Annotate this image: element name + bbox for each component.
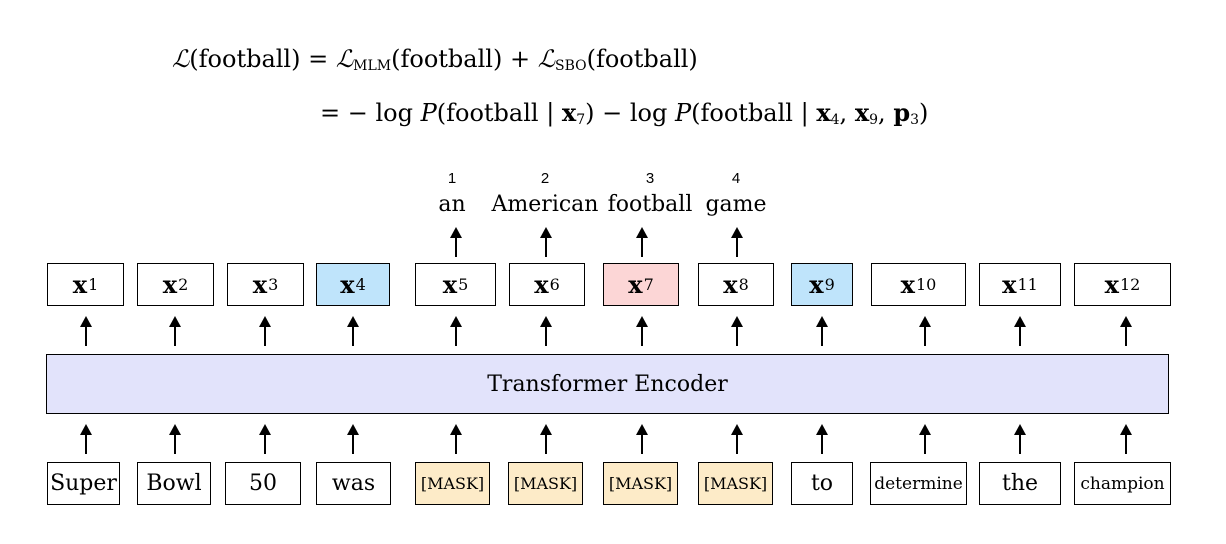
eq2-sub7: 7	[576, 112, 586, 128]
mlm-subscript: MLM	[353, 58, 392, 74]
output-box-x10: x 10	[871, 263, 966, 306]
eq2-p3: p	[893, 98, 911, 127]
input-token-box: 50	[225, 462, 301, 505]
eq2-arg2-open: (football |	[691, 99, 817, 127]
equals-sign: =	[300, 45, 336, 73]
input-token-box: Bowl	[137, 462, 211, 505]
loss-symbol: ℒ	[172, 45, 190, 73]
target-index: 1	[447, 170, 457, 187]
target-word: football	[607, 192, 693, 217]
eq2-sub3: 3	[910, 112, 920, 128]
eq2-minus: − log	[594, 99, 675, 127]
mask-token-box: [MASK]	[603, 462, 678, 505]
loss-arg: (football)	[189, 45, 301, 73]
target-word: an	[438, 192, 466, 217]
mask-token-box: [MASK]	[698, 462, 773, 505]
eq2-arg1-open: (football |	[436, 99, 562, 127]
input-token-box: determine	[870, 462, 967, 505]
eq2-arg1-close: )	[585, 99, 595, 127]
encoder-label: Transformer Encoder	[487, 371, 728, 397]
sbo-subscript: SBO	[554, 58, 587, 74]
eq2-x9: x	[854, 98, 870, 127]
eq2-comma-2: ,	[878, 99, 894, 127]
target-index: 3	[645, 170, 655, 187]
input-token-box: was	[316, 462, 391, 505]
input-token-box: Super	[47, 462, 120, 505]
plus-sign: +	[502, 45, 538, 73]
mask-token-box: [MASK]	[508, 462, 583, 505]
eq2-comma-1: ,	[839, 99, 855, 127]
target-index: 2	[540, 170, 550, 187]
eq2-x4: x	[816, 98, 831, 127]
output-box-x12: x 12	[1074, 263, 1171, 306]
input-token-box: champion	[1074, 462, 1171, 505]
output-box-x11: x 11	[979, 263, 1061, 306]
input-token-box: the	[979, 462, 1061, 505]
sbo-loss-symbol: ℒ	[537, 45, 555, 73]
mlm-arg: (football)	[391, 45, 503, 73]
target-word: game	[705, 192, 767, 217]
mlm-loss-symbol: ℒ	[335, 45, 354, 73]
equation-line-1: ℒ(football) = ℒMLM(football) + ℒSBO(foot…	[172, 47, 698, 73]
mask-token-box: [MASK]	[415, 462, 490, 505]
eq2-prob-1: P	[420, 99, 437, 127]
input-token-box: to	[791, 462, 853, 505]
sbo-arg: (football)	[586, 45, 698, 73]
eq2-equals: = − log	[320, 99, 421, 127]
eq2-x7: x	[561, 98, 577, 127]
target-word: American	[491, 192, 599, 217]
eq2-prob-2: P	[675, 99, 692, 127]
equation-line-2: = − log P(football | x7) − log P(footbal…	[320, 98, 929, 128]
target-index: 4	[731, 170, 741, 187]
eq2-arg2-close: )	[919, 99, 929, 127]
transformer-encoder-block: Transformer Encoder	[46, 354, 1169, 414]
eq2-sub9: 9	[869, 112, 879, 128]
eq2-sub4: 4	[830, 112, 840, 128]
